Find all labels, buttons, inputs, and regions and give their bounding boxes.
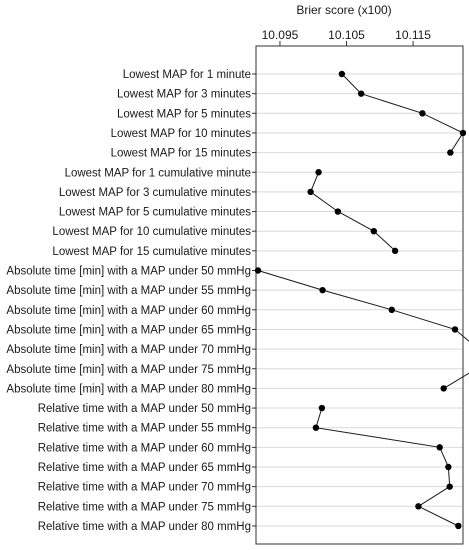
data-point <box>388 306 395 313</box>
data-point <box>436 444 443 451</box>
category-label: Absolute time [min] with a MAP under 70 … <box>6 344 251 356</box>
category-label: Relative time with a MAP under 50 mmHg <box>38 403 251 415</box>
data-point <box>370 228 378 235</box>
category-label: Lowest MAP for 1 minute <box>123 69 251 81</box>
data-point <box>318 404 326 412</box>
data-point <box>447 149 454 156</box>
connecting-lines <box>257 73 469 527</box>
data-point <box>440 385 447 392</box>
data-point <box>445 463 452 471</box>
data-point <box>357 90 365 97</box>
data-point <box>338 70 346 78</box>
data-point <box>446 483 453 490</box>
x-tick-label: 10.095 <box>262 28 299 42</box>
category-label: Lowest MAP for 5 minutes <box>117 108 251 120</box>
category-label: Lowest MAP for 10 minutes <box>111 128 252 140</box>
category-label: Absolute time [min] with a MAP under 50 … <box>6 266 251 278</box>
data-point <box>319 286 326 294</box>
x-axis-ticks: 10.095 10.105 10.115 <box>252 28 431 527</box>
category-label: Relative time with a MAP under 65 mmHg <box>38 462 251 474</box>
x-tick-label: 10.115 <box>395 28 431 42</box>
x-axis-title: Brier score (x100) <box>296 3 391 17</box>
data-point <box>415 503 422 510</box>
data-points <box>254 70 467 530</box>
category-label: Absolute time [min] with a MAP under 60 … <box>6 305 251 317</box>
data-point <box>315 169 322 176</box>
data-point <box>419 110 426 117</box>
category-label: Lowest MAP for 10 cumulative minutes <box>52 226 251 238</box>
category-label: Absolute time [min] with a MAP under 80 … <box>6 383 251 395</box>
plot-frame <box>255 45 464 545</box>
data-point <box>451 326 459 333</box>
category-label: Absolute time [min] with a MAP under 55 … <box>6 285 251 297</box>
category-label: Lowest MAP for 15 cumulative minutes <box>52 246 251 258</box>
category-label: Relative time with a MAP under 60 mmHg <box>38 442 251 454</box>
category-label: Absolute time [min] with a MAP under 75 … <box>6 364 251 376</box>
data-point <box>307 188 314 196</box>
data-point <box>459 129 467 137</box>
data-point <box>391 247 399 255</box>
data-point <box>312 424 320 431</box>
category-label: Lowest MAP for 5 cumulative minutes <box>59 207 251 219</box>
category-label: Relative time with a MAP under 70 mmHg <box>38 482 251 494</box>
category-label: Relative time with a MAP under 55 mmHg <box>38 423 251 435</box>
category-label: Lowest MAP for 3 minutes <box>117 89 251 101</box>
grid-lines <box>256 73 463 527</box>
category-labels: Lowest MAP for 1 minute Lowest MAP for 3 … <box>6 69 251 533</box>
data-point <box>334 208 342 215</box>
category-label: Relative time with a MAP under 80 mmHg <box>38 521 251 533</box>
category-label: Lowest MAP for 3 cumulative minutes <box>59 187 251 199</box>
data-point <box>455 522 462 530</box>
category-label: Lowest MAP for 15 minutes <box>111 148 252 160</box>
category-label: Absolute time [min] with a MAP under 65 … <box>6 324 251 336</box>
data-point <box>254 267 262 274</box>
category-label: Lowest MAP for 1 cumulative minute <box>65 167 251 179</box>
category-label: Relative time with a MAP under 75 mmHg <box>38 501 251 513</box>
x-tick-label: 10.105 <box>328 28 365 42</box>
